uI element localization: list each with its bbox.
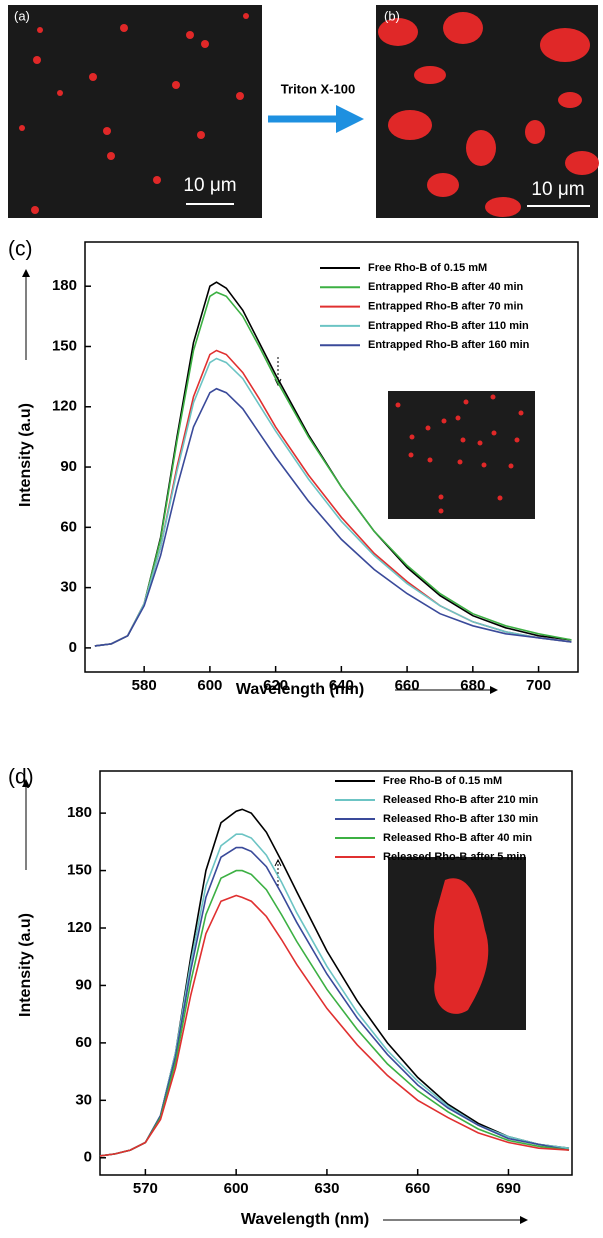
y-tick-label: 120 <box>52 398 77 415</box>
series-line <box>99 869 570 1157</box>
y-tick-label: 0 <box>69 639 77 656</box>
y-tick-label: 0 <box>84 1149 92 1166</box>
trend-arrow-head <box>274 858 282 867</box>
y-tick-label: 180 <box>67 804 92 821</box>
x-tick-label: 580 <box>132 677 157 694</box>
scale-label: 10 μm <box>183 175 236 196</box>
legend-label: Released Rho-B after 210 min <box>383 794 539 806</box>
legend-label: Entrapped Rho-B after 70 min <box>368 301 524 313</box>
x-tick-label: 600 <box>197 677 222 694</box>
y-axis-label: Intensity (a.u) <box>17 913 34 1017</box>
x-tick-label: 660 <box>405 1180 430 1197</box>
x-axis-label: Wavelength (nm) <box>236 681 364 698</box>
x-tick-label: 600 <box>224 1180 249 1197</box>
series-line <box>94 291 572 647</box>
y-tick-label: 90 <box>75 976 92 993</box>
treatment-label: Triton X-100 <box>281 81 355 96</box>
y-tick-label: 30 <box>60 579 77 596</box>
y-tick-label: 30 <box>75 1091 92 1108</box>
plot-frame <box>99 770 573 1176</box>
series-line <box>94 387 572 647</box>
y-tick-label: 150 <box>52 337 77 354</box>
y-tick-label: 90 <box>60 458 77 475</box>
y-tick-label: 60 <box>60 518 77 535</box>
y-axis-label: Intensity (a.u) <box>17 403 34 507</box>
y-tick-label: 180 <box>52 277 77 294</box>
x-tick-label: 630 <box>314 1180 339 1197</box>
x-tick-label: 620 <box>263 677 288 694</box>
panel-label: (a) <box>14 8 30 23</box>
scale-label: 10 μm <box>531 179 584 200</box>
series-line <box>99 846 570 1157</box>
legend-label: Entrapped Rho-B after 110 min <box>368 320 529 332</box>
aggregates-b <box>378 12 599 217</box>
inset-c-particles <box>395 394 524 514</box>
panel-label: (b) <box>384 8 400 23</box>
inset-d-aggregate <box>433 878 489 1014</box>
series-line <box>94 357 572 647</box>
x-tick-label: 640 <box>329 677 354 694</box>
plot-frame <box>84 241 579 673</box>
legend-label: Free Rho-B of 0.15 mM <box>383 775 502 787</box>
micrograph-a <box>8 5 262 218</box>
y-tick-label: 150 <box>67 862 92 879</box>
series-line <box>99 894 570 1157</box>
x-tick-label: 660 <box>395 677 420 694</box>
x-tick-label: 570 <box>133 1180 158 1197</box>
x-tick-label: 700 <box>526 677 551 694</box>
x-axis-label: Wavelength (nm) <box>241 1211 369 1228</box>
panel-label: (c) <box>8 238 33 261</box>
x-tick-label: 680 <box>460 677 485 694</box>
legend-label: Entrapped Rho-B after 40 min <box>368 281 524 293</box>
y-tick-label: 120 <box>67 919 92 936</box>
legend-label: Released Rho-B after 40 min <box>383 832 532 844</box>
particles-a <box>19 13 249 214</box>
panel-label: (d) <box>8 766 34 789</box>
legend-label: Free Rho-B of 0.15 mM <box>368 262 487 274</box>
legend-label: Released Rho-B after 5 min <box>383 851 526 863</box>
y-tick-label: 60 <box>75 1034 92 1051</box>
legend-label: Entrapped Rho-B after 160 min <box>368 339 530 351</box>
legend-label: Released Rho-B after 130 min <box>383 813 539 825</box>
x-tick-label: 690 <box>496 1180 521 1197</box>
